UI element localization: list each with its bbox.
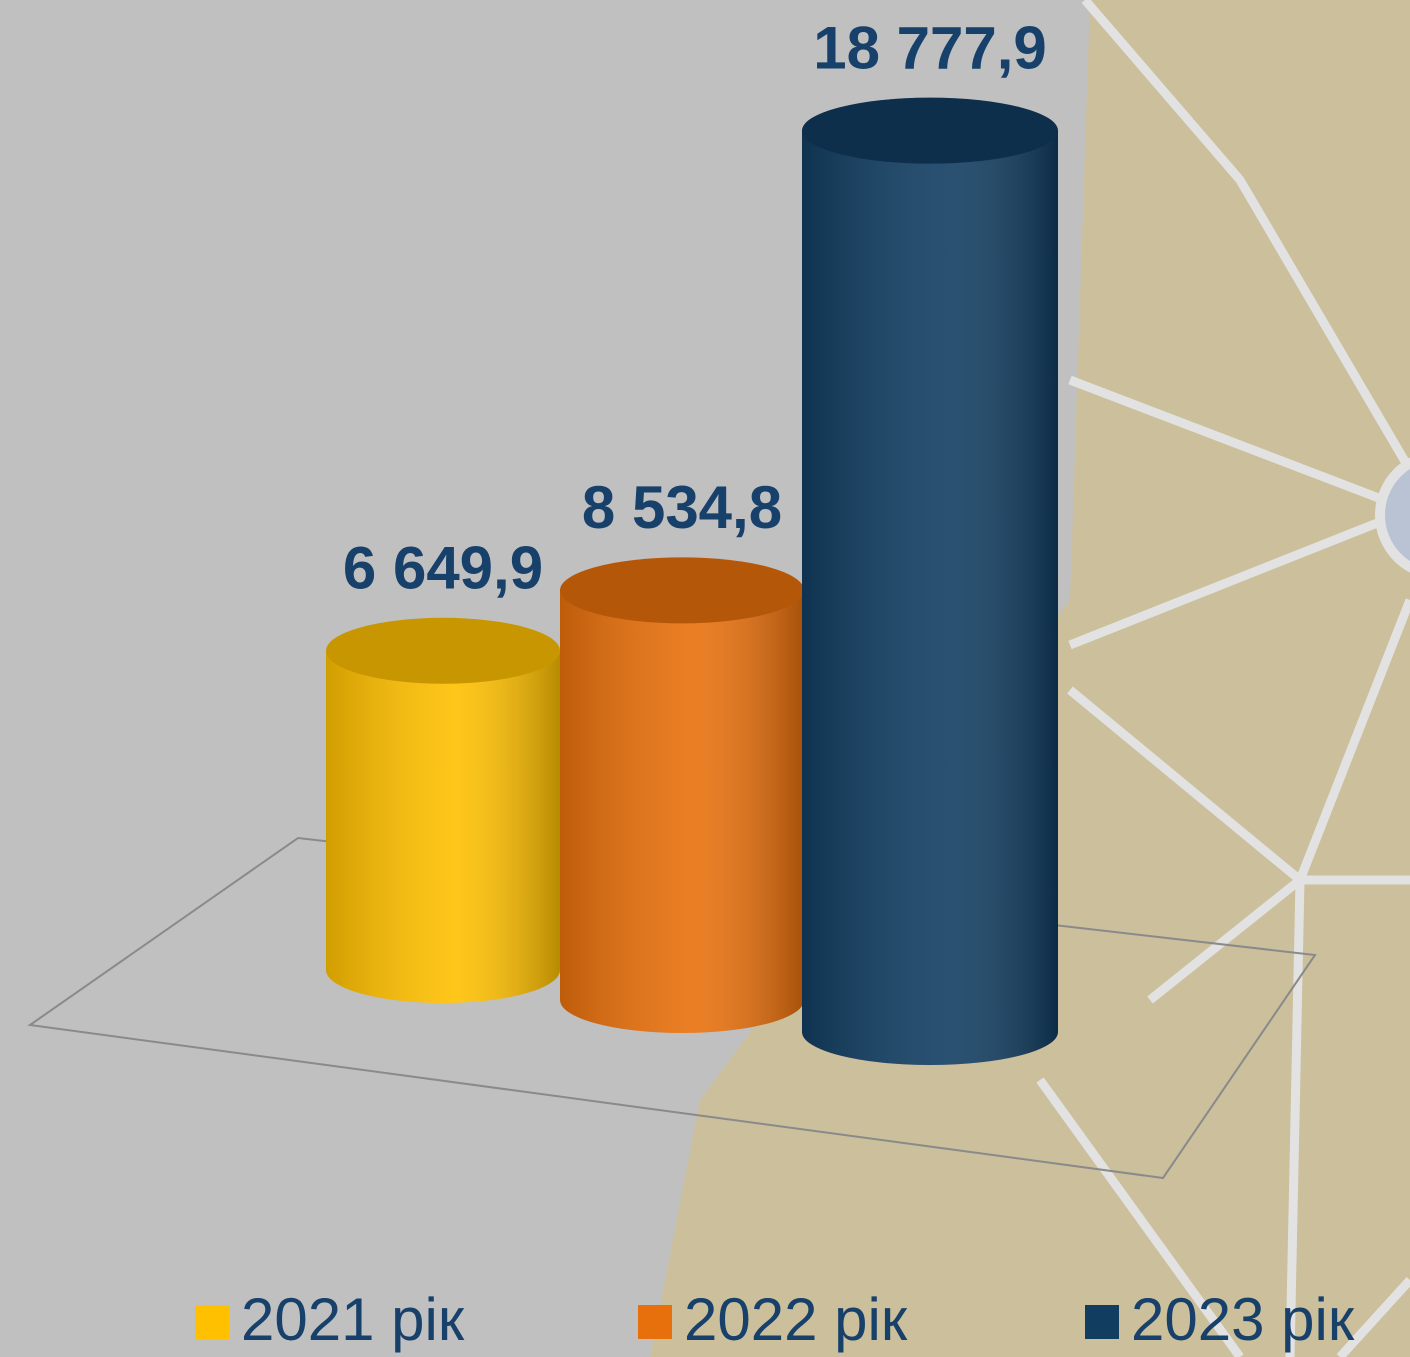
value-label: 8 534,8 <box>582 474 782 541</box>
cylinder-top-shade <box>802 98 1058 164</box>
legend-label: 2022 рік <box>684 1286 908 1353</box>
legend-label: 2023 рік <box>1131 1286 1355 1353</box>
cylinder-top-shade <box>560 557 804 623</box>
legend-swatch <box>638 1305 672 1339</box>
cylinder-shade <box>802 131 1058 1065</box>
cylinder-shade <box>326 651 560 1003</box>
chart: 6 649,98 534,818 777,9 2021 рік2022 рік2… <box>0 0 1410 1357</box>
cylinder-shade <box>560 590 804 1033</box>
cylinder-top-shade <box>326 618 560 684</box>
legend-swatch <box>195 1305 229 1339</box>
value-label: 6 649,9 <box>343 535 543 602</box>
legend-label: 2021 рік <box>241 1286 465 1353</box>
legend-swatch <box>1085 1305 1119 1339</box>
value-label: 18 777,9 <box>813 15 1047 82</box>
legend: 2021 рік 2022 рік 2023 рік <box>195 1286 1355 1353</box>
